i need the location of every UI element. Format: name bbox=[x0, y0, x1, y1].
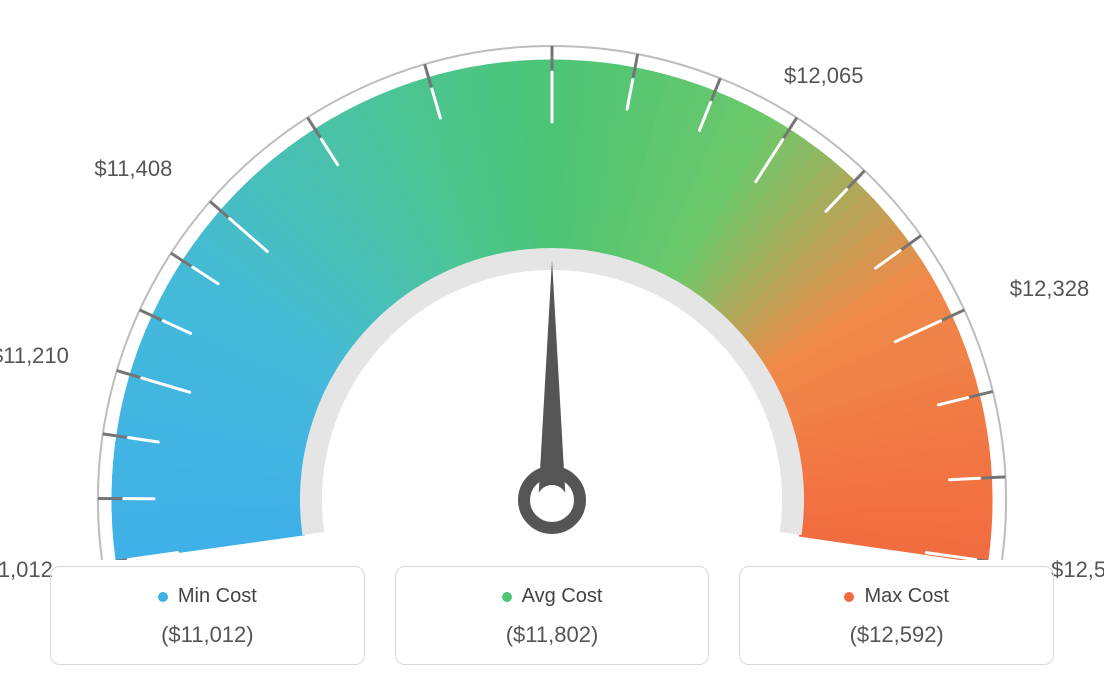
avg-cost-value: ($11,802) bbox=[406, 622, 699, 648]
gauge-tick-label: $11,012 bbox=[0, 557, 53, 583]
min-cost-card: Min Cost ($11,012) bbox=[50, 566, 365, 665]
gauge-tick-label: $11,408 bbox=[94, 156, 172, 182]
max-dot-icon bbox=[844, 592, 854, 602]
avg-dot-icon bbox=[502, 592, 512, 602]
gauge-tick-label: $12,328 bbox=[1010, 276, 1090, 302]
gauge-tick-label: $12,065 bbox=[784, 63, 864, 89]
avg-cost-title: Avg Cost bbox=[502, 585, 603, 608]
avg-cost-card: Avg Cost ($11,802) bbox=[395, 566, 710, 665]
gauge-chart: $11,012$11,210$11,408$11,802$12,065$12,3… bbox=[0, 0, 1104, 560]
min-cost-label: Min Cost bbox=[178, 585, 257, 608]
cost-gauge-widget: $11,012$11,210$11,408$11,802$12,065$12,3… bbox=[0, 0, 1104, 690]
gauge-svg bbox=[0, 0, 1104, 560]
max-cost-title: Max Cost bbox=[844, 585, 948, 608]
legend-row: Min Cost ($11,012) Avg Cost ($11,802) Ma… bbox=[50, 566, 1054, 665]
max-cost-value: ($12,592) bbox=[750, 622, 1043, 648]
max-cost-card: Max Cost ($12,592) bbox=[739, 566, 1054, 665]
gauge-tick-label: $12,592 bbox=[1051, 557, 1104, 583]
min-cost-title: Min Cost bbox=[158, 585, 257, 608]
max-cost-label: Max Cost bbox=[864, 585, 948, 608]
min-cost-value: ($11,012) bbox=[61, 622, 354, 648]
avg-cost-label: Avg Cost bbox=[522, 585, 603, 608]
min-dot-icon bbox=[158, 592, 168, 602]
gauge-tick-label: $11,210 bbox=[0, 343, 69, 369]
